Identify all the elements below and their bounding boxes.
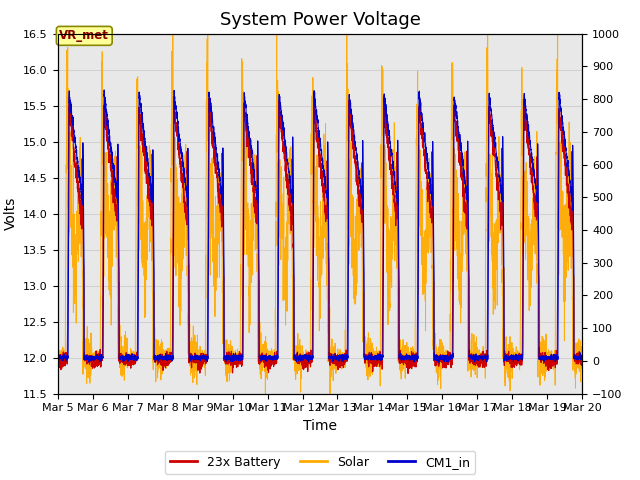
Y-axis label: Volts: Volts — [4, 197, 17, 230]
Text: VR_met: VR_met — [60, 29, 109, 42]
X-axis label: Time: Time — [303, 419, 337, 433]
Legend: 23x Battery, Solar, CM1_in: 23x Battery, Solar, CM1_in — [164, 451, 476, 474]
Title: System Power Voltage: System Power Voltage — [220, 11, 420, 29]
